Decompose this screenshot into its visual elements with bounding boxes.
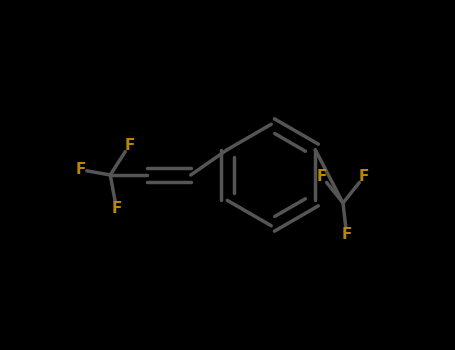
Text: F: F <box>111 201 122 216</box>
Text: F: F <box>317 169 327 184</box>
Text: F: F <box>359 169 369 184</box>
Text: F: F <box>341 227 352 242</box>
Text: F: F <box>124 138 135 153</box>
Text: F: F <box>76 162 86 177</box>
